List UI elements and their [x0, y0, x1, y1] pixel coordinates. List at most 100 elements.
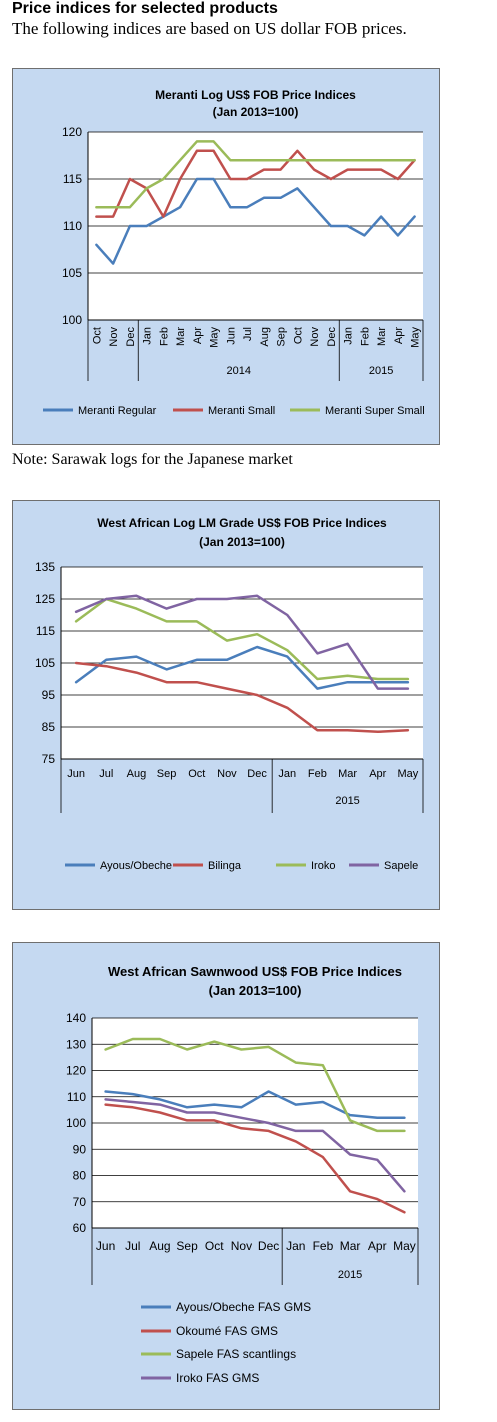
- log-series-line-iroko: [74, 597, 410, 681]
- meranti-x-tick-label: Jan: [142, 327, 154, 345]
- sawnwood-chart-title: West African Sawnwood US$ FOB Price Indi…: [108, 964, 402, 979]
- page-subheading: The following indices are based on US do…: [12, 19, 407, 38]
- sawnwood-chart-subtitle: (Jan 2013=100): [209, 983, 302, 998]
- west-african-sawnwood-chart: West African Sawnwood US$ FOB Price Indi…: [66, 964, 419, 1385]
- sawnwood-series-line-okoum-fas-gms: [104, 1103, 406, 1214]
- west-african-log-chart-panel: West African Log LM Grade US$ FOB Price …: [12, 500, 440, 910]
- sawnwood-y-tick-label: 120: [66, 1064, 86, 1078]
- log-x-tick-label: Jul: [99, 768, 113, 780]
- meranti-x-tick-label: May: [410, 327, 422, 348]
- log-y-tick-label: 115: [36, 624, 55, 638]
- page-heading: Price indices for selected products: [12, 0, 278, 17]
- meranti-x-tick-label: Jun: [225, 327, 237, 345]
- sawnwood-x-tick-label: May: [393, 1239, 416, 1253]
- log-series-line-ayous-obeche: [74, 645, 410, 690]
- log-x-tick-label: Mar: [338, 768, 357, 780]
- log-x-tick-label: Dec: [247, 768, 267, 780]
- meranti-x-tick-label: Sep: [276, 327, 288, 347]
- log-x-tick-label: Jun: [67, 768, 85, 780]
- sawnwood-y-tick-label: 130: [66, 1037, 86, 1051]
- meranti-y-tick-label: 100: [62, 313, 82, 327]
- meranti-x-tick-label: Nov: [108, 327, 120, 347]
- meranti-y-tick-label: 120: [62, 125, 82, 139]
- meranti-year-label: 2014: [227, 365, 251, 377]
- meranti-series-line-meranti-small: [95, 149, 416, 218]
- meranti-x-tick-label: Jan: [343, 327, 355, 345]
- log-legend-label-bilinga: Bilinga: [208, 860, 242, 872]
- log-x-tick-label: Oct: [188, 768, 205, 780]
- sawnwood-y-tick-label: 110: [67, 1090, 86, 1104]
- meranti-series-line-meranti-super-small: [95, 140, 416, 209]
- log-chart-title: West African Log LM Grade US$ FOB Price …: [97, 516, 387, 530]
- west-african-sawnwood-chart-panel: West African Sawnwood US$ FOB Price Indi…: [12, 942, 440, 1410]
- meranti-x-tick-label: Mar: [175, 327, 187, 346]
- sawnwood-x-tick-label: Oct: [205, 1239, 224, 1253]
- log-y-tick-label: 95: [42, 688, 56, 702]
- meranti-x-tick-label: Dec: [125, 327, 137, 347]
- meranti-x-tick-label: Feb: [359, 327, 371, 346]
- meranti-x-tick-label: Nov: [309, 327, 321, 347]
- sawnwood-y-tick-label: 100: [66, 1116, 86, 1130]
- meranti-legend-label-meranti-small: Meranti Small: [208, 405, 275, 417]
- meranti-series-line-meranti-regular: [95, 177, 416, 265]
- chart-note: Note: Sarawak logs for the Japanese mark…: [12, 451, 293, 468]
- sawnwood-x-tick-label: Aug: [149, 1239, 170, 1253]
- sawnwood-x-tick-label: Feb: [313, 1239, 334, 1253]
- sawnwood-y-tick-label: 90: [73, 1142, 87, 1156]
- sawnwood-legend-label-ayous-obeche-fas-gms: Ayous/Obeche FAS GMS: [176, 1300, 311, 1314]
- meranti-legend-label-meranti-super-small: Meranti Super Small: [325, 405, 425, 417]
- sawnwood-x-tick-label: Jun: [96, 1239, 115, 1253]
- sawnwood-x-tick-label: Jul: [125, 1239, 140, 1253]
- sawnwood-x-tick-label: Apr: [368, 1239, 387, 1253]
- meranti-x-tick-label: Apr: [393, 327, 405, 344]
- sawnwood-x-tick-label: Mar: [340, 1239, 361, 1253]
- meranti-y-tick-label: 115: [63, 172, 82, 186]
- sawnwood-legend-label-okoum-fas-gms: Okoumé FAS GMS: [176, 1324, 278, 1338]
- log-chart-subtitle: (Jan 2013=100): [199, 535, 285, 549]
- meranti-x-tick-label: Jul: [242, 327, 254, 341]
- log-x-tick-label: Jan: [278, 768, 296, 780]
- log-legend-label-sapele: Sapele: [384, 860, 418, 872]
- meranti-legend-label-meranti-regular: Meranti Regular: [78, 405, 157, 417]
- sawnwood-series-line-iroko-fas-gms: [104, 1098, 406, 1193]
- sawnwood-series-line-sapele-fas-scantlings: [104, 1037, 406, 1133]
- log-x-tick-label: Feb: [308, 768, 327, 780]
- log-x-tick-label: Aug: [127, 768, 147, 780]
- log-y-tick-label: 135: [35, 560, 55, 574]
- log-series-line-sapele: [74, 594, 410, 690]
- log-x-tick-label: Nov: [217, 768, 237, 780]
- sawnwood-y-tick-label: 60: [73, 1221, 87, 1235]
- sawnwood-x-tick-label: Jan: [286, 1239, 305, 1253]
- meranti-x-tick-label: Oct: [91, 327, 103, 344]
- meranti-chart-subtitle: (Jan 2013=100): [213, 105, 299, 119]
- sawnwood-x-tick-label: Dec: [258, 1239, 279, 1253]
- sawnwood-series-line-ayous-obeche-fas-gms: [104, 1090, 406, 1120]
- meranti-y-tick-label: 105: [62, 266, 82, 280]
- log-y-tick-label: 85: [42, 720, 56, 734]
- meranti-x-tick-label: Aug: [259, 327, 271, 347]
- sawnwood-legend-label-sapele-fas-scantlings: Sapele FAS scantlings: [176, 1347, 296, 1361]
- log-year-label: 2015: [335, 795, 359, 807]
- meranti-year-label: 2015: [369, 365, 393, 377]
- sawnwood-legend-label-iroko-fas-gms: Iroko FAS GMS: [176, 1371, 259, 1385]
- sawnwood-y-tick-label: 80: [73, 1169, 87, 1183]
- west-african-log-chart: West African Log LM Grade US$ FOB Price …: [35, 516, 424, 872]
- meranti-chart: Meranti Log US$ FOB Price Indices (Jan 20…: [43, 88, 425, 417]
- log-series-line-bilinga: [74, 661, 410, 734]
- meranti-x-tick-label: Oct: [292, 327, 304, 344]
- sawnwood-x-tick-label: Nov: [231, 1239, 252, 1253]
- sawnwood-y-tick-label: 70: [73, 1195, 87, 1209]
- log-legend-label-iroko: Iroko: [311, 860, 335, 872]
- log-x-tick-label: May: [398, 768, 419, 780]
- meranti-x-tick-label: Feb: [158, 327, 170, 346]
- log-y-tick-label: 75: [42, 752, 56, 766]
- meranti-chart-panel: Meranti Log US$ FOB Price Indices (Jan 20…: [12, 68, 440, 445]
- meranti-x-tick-label: Dec: [326, 327, 338, 347]
- sawnwood-y-tick-label: 140: [66, 1011, 86, 1025]
- meranti-x-tick-label: Apr: [192, 327, 204, 344]
- log-y-tick-label: 125: [35, 592, 55, 606]
- meranti-y-tick-label: 110: [63, 219, 82, 233]
- meranti-x-tick-label: Mar: [376, 327, 388, 346]
- sawnwood-year-label: 2015: [338, 1269, 362, 1281]
- log-y-tick-label: 105: [35, 656, 55, 670]
